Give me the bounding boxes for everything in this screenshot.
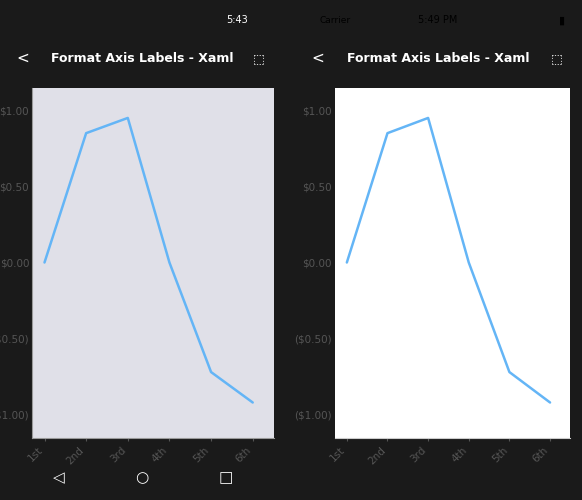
Text: ▮: ▮	[559, 16, 565, 26]
Text: <: <	[17, 51, 30, 66]
Text: ○: ○	[136, 470, 148, 485]
Text: Format Axis Labels - Xaml: Format Axis Labels - Xaml	[347, 52, 529, 65]
Text: 5:43: 5:43	[226, 16, 248, 26]
Text: ◁: ◁	[53, 470, 65, 485]
Text: 5:49 PM: 5:49 PM	[418, 16, 457, 26]
Text: Carrier: Carrier	[320, 16, 350, 25]
Text: ⬚: ⬚	[253, 52, 264, 65]
Text: Format Axis Labels - Xaml: Format Axis Labels - Xaml	[51, 52, 233, 65]
Text: <: <	[311, 51, 324, 66]
Text: □: □	[218, 470, 233, 485]
Text: ⬚: ⬚	[551, 52, 562, 65]
